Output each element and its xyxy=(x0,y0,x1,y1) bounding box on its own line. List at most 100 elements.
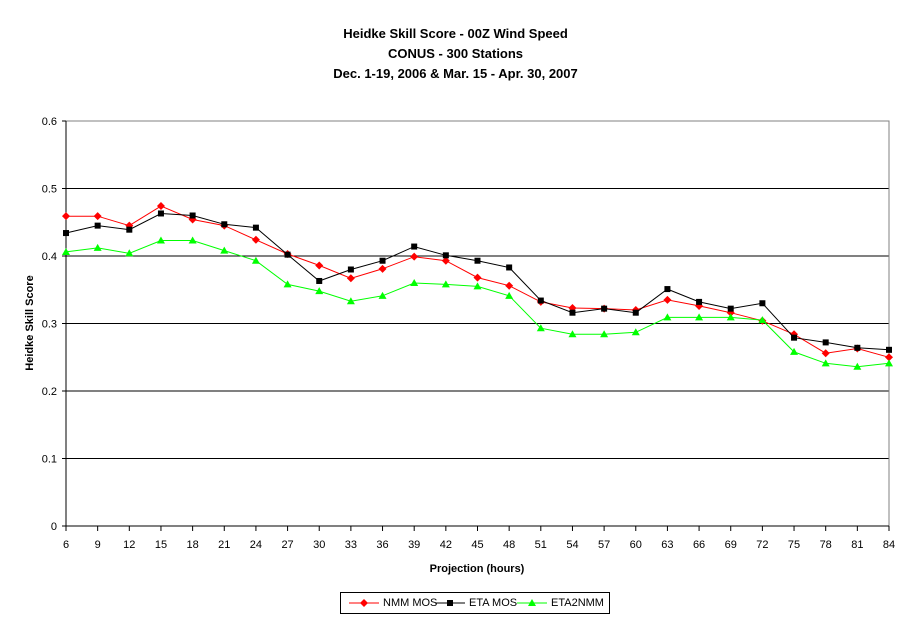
y-tick-label: 0.6 xyxy=(42,116,57,128)
gridlines xyxy=(66,188,889,459)
data-point-eta2nmm xyxy=(536,324,545,332)
data-point-eta-mos xyxy=(506,264,513,271)
data-point-eta-mos xyxy=(727,305,734,312)
data-point-nmm-mos xyxy=(251,235,260,244)
series-line-nmm-mos xyxy=(66,205,890,358)
x-tick-label: 54 xyxy=(566,539,578,551)
x-tick-label: 69 xyxy=(725,539,737,551)
x-tick-label: 72 xyxy=(756,539,768,551)
data-point-eta-mos xyxy=(537,297,544,304)
data-point-nmm-mos xyxy=(156,202,165,211)
data-point-nmm-mos xyxy=(505,281,514,290)
data-point-eta-mos xyxy=(632,309,639,316)
y-tick-label: 0.5 xyxy=(42,184,57,196)
data-point-eta-mos xyxy=(379,257,386,264)
chart-title-line-1: Heidke Skill Score - 00Z Wind Speed xyxy=(343,26,568,41)
x-tick-label: 75 xyxy=(788,539,800,551)
data-point-nmm-mos xyxy=(473,273,482,282)
data-point-eta-mos xyxy=(63,230,69,237)
data-point-eta2nmm xyxy=(885,359,893,367)
x-tick-label: 81 xyxy=(851,539,863,551)
data-point-eta-mos xyxy=(854,344,861,351)
x-tick-label: 84 xyxy=(883,539,895,551)
data-point-eta2nmm xyxy=(220,246,229,254)
x-tick-label: 33 xyxy=(345,539,357,551)
data-point-nmm-mos xyxy=(821,349,830,358)
data-point-eta2nmm xyxy=(125,249,134,257)
y-tick-label: 0.1 xyxy=(42,454,57,466)
y-axis-title: Heidke Skill Score xyxy=(24,275,36,370)
legend-label-eta-mos: ETA MOS xyxy=(469,597,518,609)
data-point-eta2nmm xyxy=(631,328,640,336)
chart-title-line-3: Dec. 1-19, 2006 & Mar. 15 - Apr. 30, 200… xyxy=(333,66,578,81)
x-tick-label: 63 xyxy=(661,539,673,551)
data-point-eta-mos xyxy=(442,252,449,259)
axes: 00.10.20.30.40.50.66 9 12 15 18 21 24 27 30 33 36 3… xyxy=(42,116,895,551)
data-point-nmm-mos xyxy=(93,212,102,221)
data-point-nmm-mos xyxy=(62,212,70,221)
data-point-eta2nmm xyxy=(62,247,70,255)
data-point-eta2nmm xyxy=(726,313,735,321)
x-tick-label: 51 xyxy=(535,539,547,551)
series-line-eta-mos xyxy=(65,212,890,351)
data-point-eta2nmm xyxy=(695,313,704,321)
data-point-eta-mos xyxy=(664,286,671,293)
data-point-eta2nmm xyxy=(410,279,419,286)
x-tick-label: 45 xyxy=(471,539,483,551)
data-point-eta-mos xyxy=(316,277,323,284)
y-tick-label: 0.3 xyxy=(42,319,57,331)
data-point-eta2nmm xyxy=(600,330,609,338)
data-point-eta2nmm xyxy=(93,243,102,251)
data-point-nmm-mos xyxy=(315,261,324,270)
x-tick-label: 48 xyxy=(503,539,515,551)
x-tick-label: 15 xyxy=(155,539,167,551)
data-point-eta-mos xyxy=(886,346,892,353)
legend: NMM MOS ETA MOS ETA2NMM xyxy=(340,592,610,614)
data-point-eta2nmm xyxy=(156,236,165,244)
x-tick-label: 9 xyxy=(95,539,101,551)
data-point-nmm-mos xyxy=(663,295,672,304)
data-point-eta-mos xyxy=(569,309,576,316)
data-point-eta2nmm xyxy=(853,362,862,370)
data-point-nmm-mos xyxy=(378,264,387,273)
data-point-eta-mos xyxy=(791,334,798,341)
data-point-eta2nmm xyxy=(378,291,387,299)
data-point-nmm-mos xyxy=(410,252,419,261)
data-point-eta2nmm xyxy=(821,359,830,367)
x-tick-label: 78 xyxy=(820,539,832,551)
data-point-eta2nmm xyxy=(568,330,577,338)
x-tick-label: 39 xyxy=(408,539,420,551)
x-tick-label: 66 xyxy=(693,539,705,551)
y-tick-label: 0 xyxy=(51,521,57,533)
y-tick-label: 0.2 xyxy=(42,386,57,398)
data-point-eta-mos xyxy=(347,266,354,273)
legend-swatch-eta2nmm xyxy=(517,599,547,606)
data-point-eta-mos xyxy=(94,222,101,229)
x-tick-label: 57 xyxy=(598,539,610,551)
series-eta2nmm xyxy=(62,236,893,370)
data-point-eta-mos xyxy=(601,305,608,312)
x-tick-label: 60 xyxy=(630,539,642,551)
x-tick-label: 24 xyxy=(250,539,262,551)
chart-title-line-2: CONUS - 300 Stations xyxy=(387,46,524,61)
data-point-nmm-mos xyxy=(346,274,355,283)
legend-label-nmm-mos: NMM MOS xyxy=(383,597,438,609)
data-point-nmm-mos xyxy=(885,353,893,362)
data-point-eta2nmm xyxy=(790,347,799,355)
x-tick-label: 27 xyxy=(281,539,293,551)
data-point-eta-mos xyxy=(759,300,766,307)
data-point-eta2nmm xyxy=(663,313,672,321)
series-nmm-mos xyxy=(62,202,893,362)
data-point-eta-mos xyxy=(822,339,829,346)
data-point-eta2nmm xyxy=(315,287,324,295)
y-tick-label: 0.4 xyxy=(42,251,57,263)
data-point-eta2nmm xyxy=(251,256,260,264)
data-point-eta2nmm xyxy=(283,280,292,288)
data-point-eta2nmm xyxy=(758,316,767,324)
data-point-eta-mos xyxy=(474,257,481,264)
x-tick-label: 36 xyxy=(376,539,388,551)
data-point-eta-mos xyxy=(189,212,196,219)
legend-swatch-eta-mos xyxy=(435,600,465,606)
x-axis-title: Projection (hours) xyxy=(430,563,525,575)
